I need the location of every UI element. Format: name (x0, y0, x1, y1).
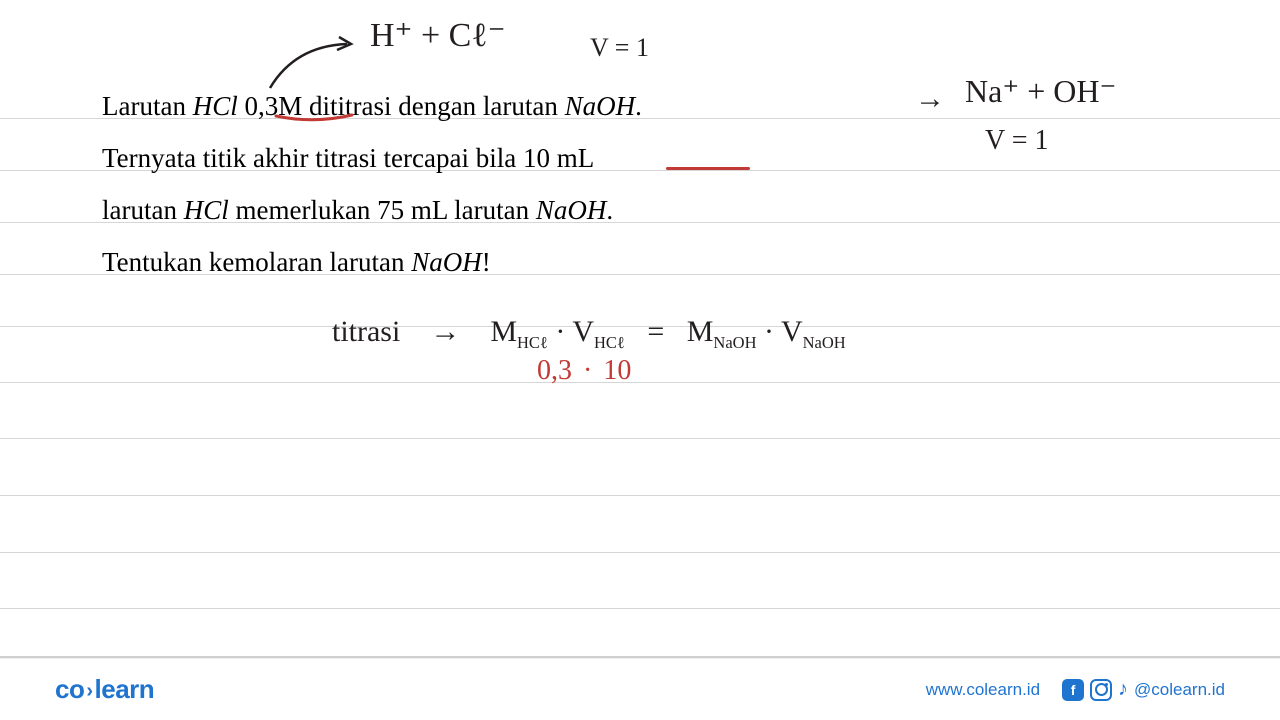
hcl-dissoc-text: H⁺ + Cℓ⁻ (370, 17, 506, 54)
underline-03m (274, 112, 356, 124)
val-m: 0,3 (537, 355, 572, 386)
dot: · (583, 355, 592, 386)
social-icons: f ♪ @colearn.id (1062, 678, 1225, 701)
v-hcl: VHCℓ (572, 315, 625, 348)
text: . (606, 195, 613, 225)
facebook-icon[interactable]: f (1062, 679, 1084, 701)
dot: · (764, 315, 774, 348)
titrasi-label: titrasi (332, 315, 400, 348)
text: . (635, 91, 642, 121)
hcl-valence: V = 1 (590, 33, 649, 63)
naoh: NaOH (411, 247, 482, 277)
text: Larutan (102, 91, 193, 121)
val-v: 10 (603, 355, 631, 386)
logo-co: co (55, 674, 84, 704)
arrow: → (430, 315, 460, 348)
equals: = (647, 315, 664, 348)
instagram-icon[interactable] (1090, 679, 1112, 701)
logo-learn: learn (95, 674, 155, 704)
m-naoh: MNaOH (687, 315, 757, 348)
problem-line-2: Ternyata titik akhir titrasi tercapai bi… (102, 132, 594, 184)
problem-line-1: Larutan HCl 0,3M dititrasi dengan laruta… (102, 80, 642, 132)
social-handle[interactable]: @colearn.id (1134, 680, 1225, 700)
naoh-dissociation: Na⁺ + OH⁻ (965, 72, 1116, 110)
text: larutan (102, 195, 184, 225)
text: memerlukan 75 mL larutan (229, 195, 536, 225)
text: ! (482, 247, 491, 277)
footer-right: www.colearn.id f ♪ @colearn.id (926, 678, 1225, 701)
underline-10ml (666, 167, 750, 170)
hcl-dissociation: H⁺ + Cℓ⁻ (370, 15, 506, 55)
m-hcl: MHCℓ (490, 315, 548, 348)
naoh-dissoc-text: Na⁺ + OH⁻ (965, 73, 1116, 109)
titration-equation: titrasi → MHCℓ · VHCℓ = MNaOH · VNaOH (332, 315, 846, 353)
hcl-valence-text: V = 1 (590, 33, 649, 62)
naoh: NaOH (536, 195, 607, 225)
brand-logo: co›learn (55, 674, 154, 705)
logo-dot-icon: › (86, 680, 92, 702)
dot: · (555, 315, 565, 348)
naoh: NaOH (565, 91, 636, 121)
naoh-valence-text: V = 1 (985, 125, 1049, 156)
hcl: HCl (184, 195, 229, 225)
tiktok-icon[interactable]: ♪ (1118, 678, 1128, 701)
problem-line-4: Tentukan kemolaran larutan NaOH! (102, 236, 491, 288)
naoh-valence: V = 1 (985, 125, 1049, 157)
titration-value-m: 0,3 · 10 (537, 355, 631, 387)
text: Tentukan kemolaran larutan (102, 247, 411, 277)
footer-url[interactable]: www.colearn.id (926, 680, 1040, 700)
footer: co›learn www.colearn.id f ♪ @colearn.id (0, 658, 1280, 720)
problem-line-3: larutan HCl memerlukan 75 mL larutan NaO… (102, 184, 613, 236)
v-naoh: VNaOH (781, 315, 846, 348)
hcl: HCl (193, 91, 238, 121)
naoh-arrow: → (915, 82, 945, 116)
